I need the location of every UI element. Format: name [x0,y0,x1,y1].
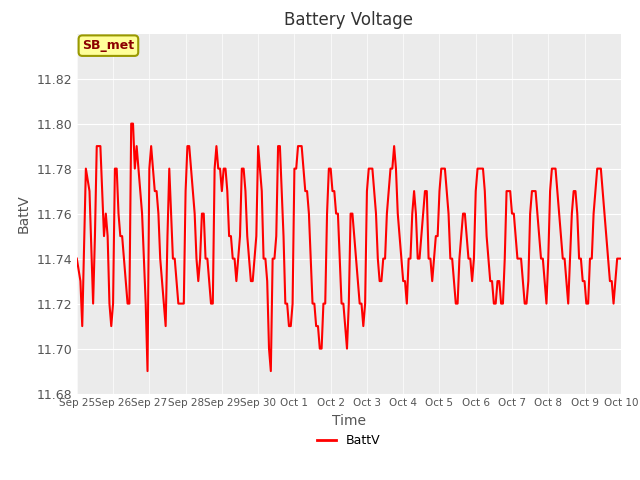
X-axis label: Time: Time [332,414,366,428]
Title: Battery Voltage: Battery Voltage [284,11,413,29]
Y-axis label: BattV: BattV [17,194,31,233]
Legend: BattV: BattV [312,429,385,452]
Text: SB_met: SB_met [83,39,134,52]
